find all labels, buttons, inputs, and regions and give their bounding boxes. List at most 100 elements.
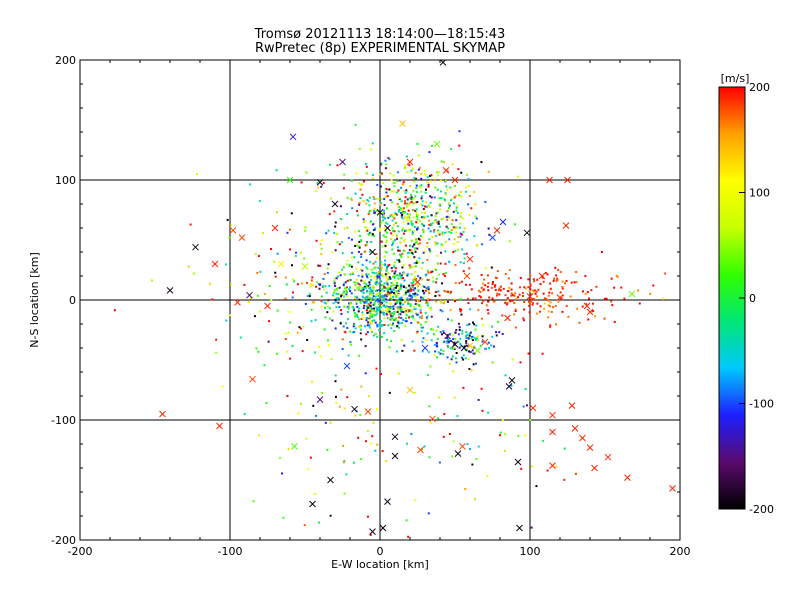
data-point-dot <box>444 272 447 275</box>
data-point-dot <box>662 297 665 300</box>
data-point-dot <box>462 386 465 389</box>
data-point-dot <box>305 281 308 284</box>
data-point-dot <box>387 216 390 219</box>
data-point-dot <box>380 267 383 270</box>
data-point-dot <box>438 233 441 236</box>
data-point-dot <box>652 284 655 287</box>
data-point-dot <box>425 205 428 208</box>
data-point-dot <box>399 300 402 303</box>
data-point-dot <box>397 306 400 309</box>
data-point-dot <box>404 164 407 167</box>
data-point-dot <box>402 227 405 230</box>
data-point-dot <box>249 183 252 186</box>
data-point-dot <box>452 226 455 229</box>
data-point-dot <box>497 289 500 292</box>
data-point-dot <box>514 310 517 313</box>
data-point-dot <box>387 278 390 281</box>
data-point-dot <box>481 302 484 305</box>
data-point-dot <box>437 417 440 420</box>
data-point-x <box>568 402 576 409</box>
data-point-dot <box>420 326 423 329</box>
data-point-dot <box>435 281 438 284</box>
data-point-dot <box>398 260 401 263</box>
data-point-dot <box>380 273 383 276</box>
data-point-dot <box>363 285 366 288</box>
data-point-dot <box>444 240 447 243</box>
data-point-dot <box>549 301 552 304</box>
data-point-dot <box>394 279 397 282</box>
data-point-dot <box>454 337 457 340</box>
data-point-dot <box>383 299 386 302</box>
data-point-dot <box>385 239 388 242</box>
data-point-dot <box>422 251 425 254</box>
data-point-dot <box>410 288 413 291</box>
data-point-dot <box>542 439 545 442</box>
data-point-dot <box>467 184 470 187</box>
data-point-x <box>277 260 285 268</box>
data-point-dot <box>252 500 255 503</box>
data-point-dot <box>436 356 439 359</box>
data-point-dot <box>376 298 379 301</box>
data-point-dot <box>412 209 415 212</box>
data-point-dot <box>427 288 430 291</box>
data-point-x <box>444 332 451 340</box>
data-point-dot <box>294 254 297 257</box>
data-point-dot <box>471 349 474 352</box>
y-tick-label: -100 <box>51 414 76 427</box>
data-point-dot <box>338 271 341 274</box>
data-point-dot <box>376 308 379 311</box>
data-point-dot <box>415 261 418 264</box>
data-point-dot <box>380 290 383 293</box>
data-point-x <box>369 248 376 256</box>
data-point-dot <box>189 223 192 226</box>
data-point-dot <box>502 287 505 290</box>
data-point-dot <box>456 204 459 207</box>
data-point-dot <box>358 203 361 206</box>
data-point-dot <box>389 277 392 280</box>
data-point-dot <box>371 435 374 438</box>
data-point-dot <box>397 277 400 280</box>
data-point-dot <box>282 516 285 519</box>
data-point-dot <box>455 206 458 209</box>
data-point-dot <box>421 350 424 353</box>
data-point-dot <box>345 286 348 289</box>
data-point-x <box>327 476 334 484</box>
data-point-dot <box>383 286 386 289</box>
data-point-dot <box>486 308 489 311</box>
data-point-dot <box>355 278 358 281</box>
data-point-dot <box>392 305 395 308</box>
data-point-dot <box>375 290 378 293</box>
data-point-dot <box>466 344 469 347</box>
data-point-dot <box>499 431 502 434</box>
data-point-dot <box>291 291 294 294</box>
data-point-dot <box>510 292 513 295</box>
data-point-dot <box>403 216 406 219</box>
data-point-dot <box>365 275 368 278</box>
data-point-dot <box>379 325 382 328</box>
data-point-dot <box>548 305 551 308</box>
data-point-dot <box>410 196 413 199</box>
data-point-dot <box>335 306 338 309</box>
data-point-dot <box>290 264 293 267</box>
data-point-dot <box>326 311 329 314</box>
data-point-dot <box>459 235 462 238</box>
data-point-dot <box>542 276 545 279</box>
data-point-dot <box>453 347 456 350</box>
data-point-dot <box>345 473 348 476</box>
data-point-dot <box>504 272 507 275</box>
data-point-dot <box>367 306 370 309</box>
data-point-dot <box>363 282 366 285</box>
data-point-dot <box>343 282 346 285</box>
data-point-dot <box>353 461 356 464</box>
data-point-dot <box>414 307 417 310</box>
data-point-dot <box>392 190 395 193</box>
data-point-x <box>628 290 636 298</box>
data-point-dot <box>228 236 231 239</box>
data-point-dot <box>549 282 552 285</box>
data-point-dot <box>353 330 356 333</box>
colorbar-tick-label: 100 <box>749 187 770 200</box>
data-point-x <box>379 524 387 532</box>
data-point-dot <box>406 297 409 300</box>
data-point-x <box>493 227 501 234</box>
